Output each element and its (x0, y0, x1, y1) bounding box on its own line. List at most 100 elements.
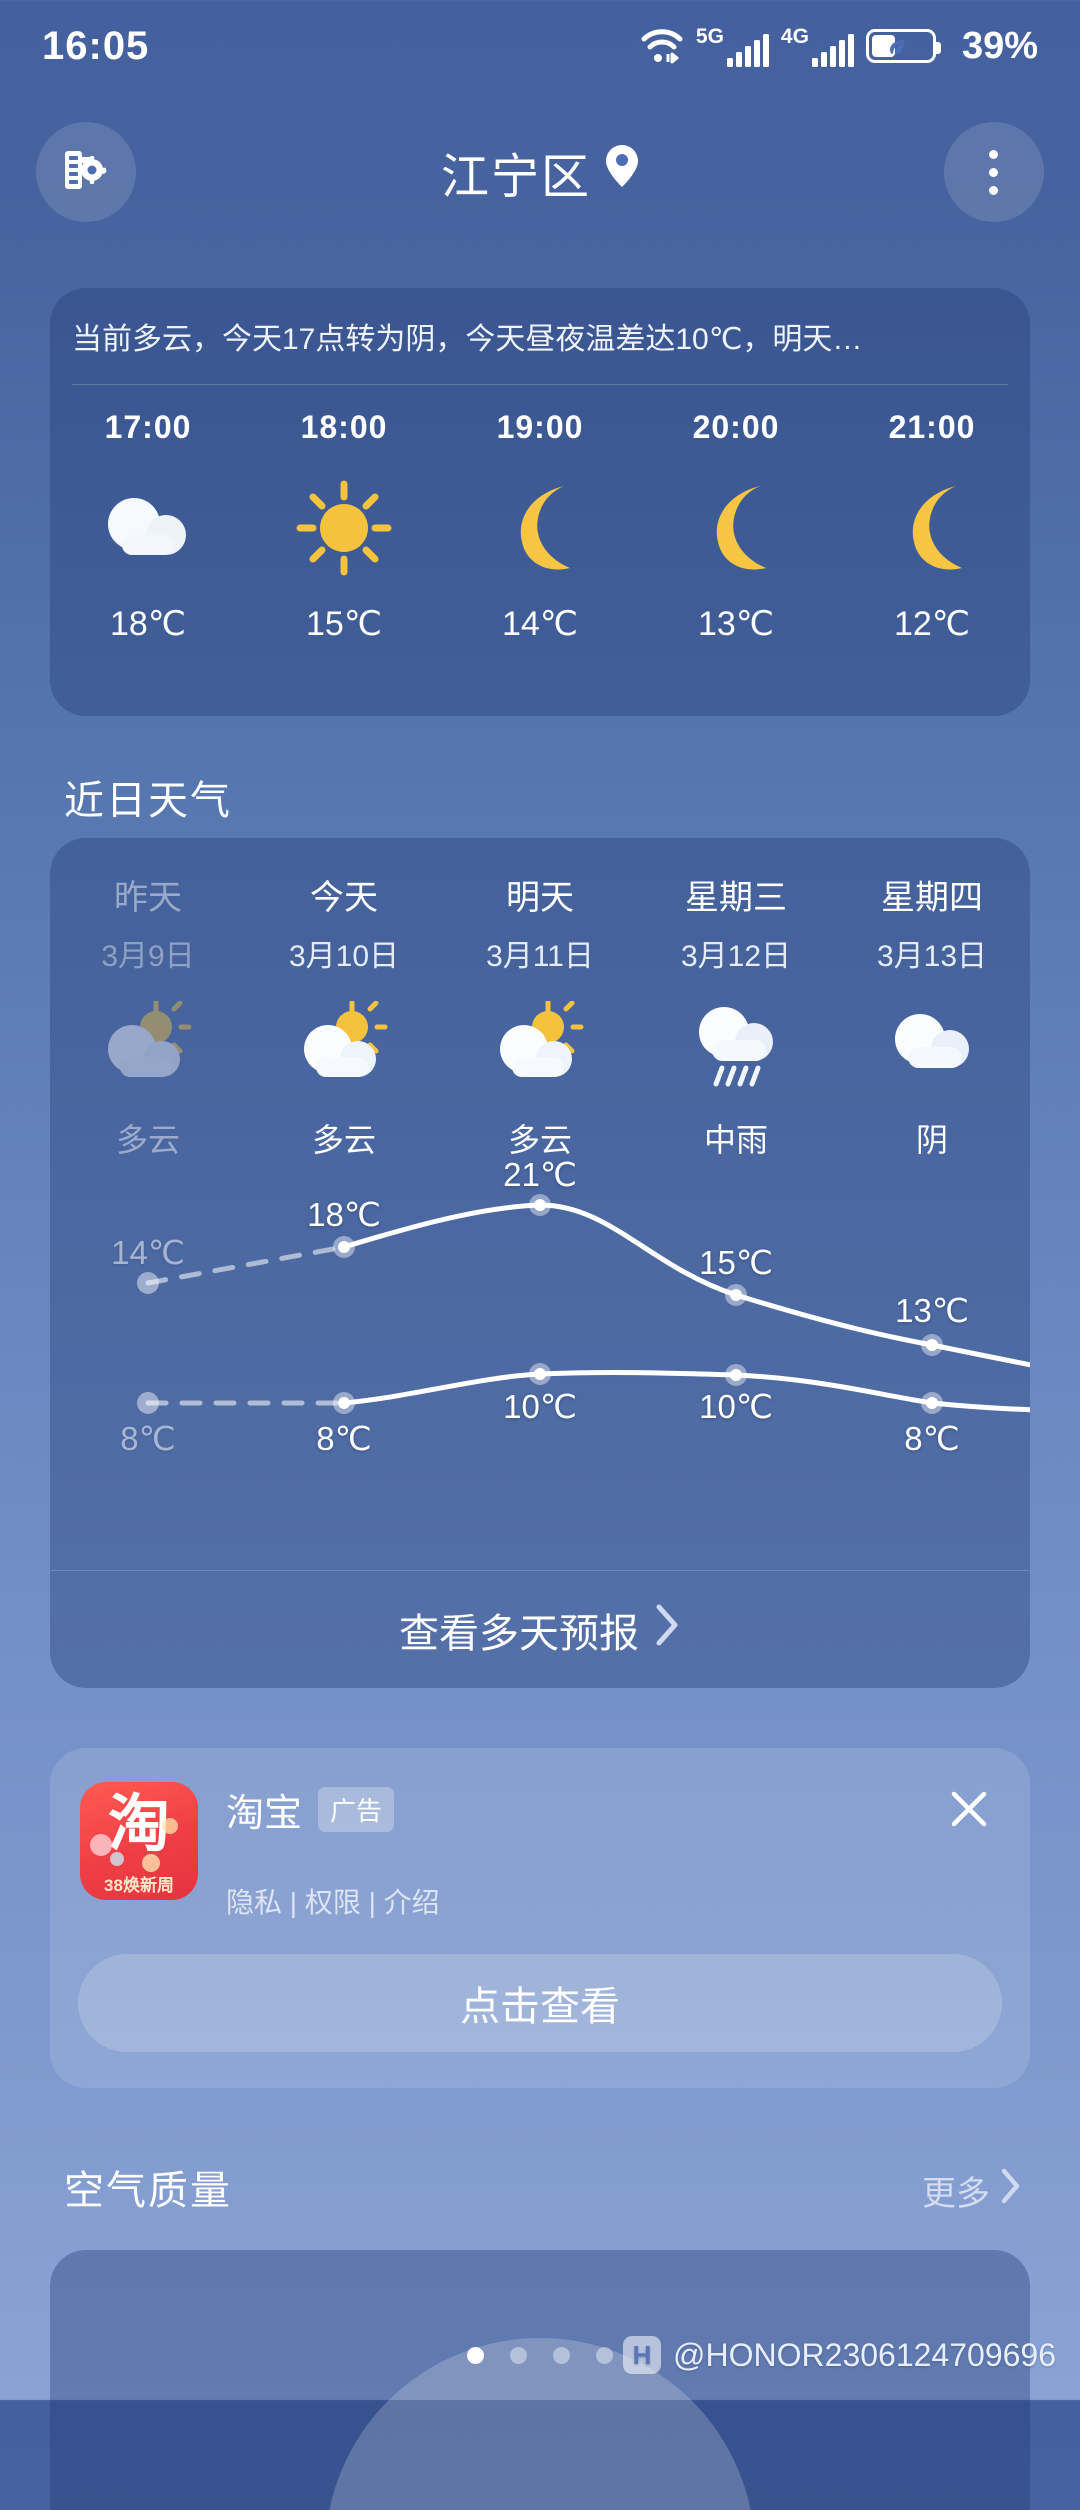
ad-info: 淘宝 广告 隐私 | 权限 | 介绍 (198, 1782, 938, 1921)
hourly-list: 17:00 18℃ 18:00 (50, 385, 1030, 644)
weather-summary-text[interactable]: 当前多云，今天17点转为阴，今天昼夜温差达10℃，明天… (72, 323, 863, 356)
hour-temp: 14℃ (501, 605, 578, 643)
sunny-icon (292, 468, 396, 588)
daily-item-wednesday[interactable]: 星期三 3月12日 中雨 (638, 870, 834, 1161)
hour-temp: 18℃ (109, 605, 186, 643)
status-icons: 5G 4G 39% (640, 25, 1038, 68)
chart-high-label: 15℃ (699, 1244, 773, 1281)
close-icon[interactable] (938, 1782, 1000, 1921)
hour-temp: 12℃ (893, 605, 970, 643)
watermark-text: @HONOR2306124709696 (673, 2336, 1056, 2373)
hourly-item[interactable]: 17:00 18℃ (50, 409, 246, 644)
city-manage-icon (59, 143, 113, 202)
chart-high-label: 14℃ (111, 1234, 185, 1271)
battery-saver-icon (865, 29, 941, 63)
day-name: 星期三 (685, 879, 787, 917)
day-name: 星期四 (881, 879, 983, 917)
air-quality-card[interactable] (50, 2250, 1030, 2510)
leaf-icon (889, 40, 904, 54)
recent-weather-title: 近日天气 (64, 779, 232, 823)
battery-percent: 39% (961, 24, 1038, 67)
cloudy-icon (96, 468, 200, 588)
ad-title-row: 淘宝 广告 (226, 1782, 938, 1837)
overflow-menu-button[interactable] (943, 122, 1044, 222)
moderate-rain-icon (686, 989, 786, 1099)
signal-bars-4g (811, 33, 854, 67)
day-name: 今天 (310, 879, 378, 917)
hourly-item[interactable]: 18:00 (246, 409, 442, 644)
daily-item-thursday[interactable]: 星期四 3月13日 阴 (834, 870, 1030, 1161)
hour-temp: 13℃ (697, 605, 774, 643)
ad-cta-button[interactable]: 点击查看 (78, 1954, 1002, 2052)
hourly-forecast-card[interactable]: 当前多云，今天17点转为阴，今天昼夜温差达10℃，明天… 17:00 18℃ 1… (50, 288, 1030, 716)
daily-forecast-card[interactable]: 昨天 3月9日 (50, 838, 1030, 1688)
day-date: 3月10日 (288, 940, 400, 973)
chart-high-label: 13℃ (895, 1292, 969, 1329)
air-quality-more-link[interactable]: 更多 (922, 2166, 1022, 2215)
chart-low-label: 8℃ (316, 1420, 372, 1457)
day-condition: 多云 (115, 1122, 180, 1158)
day-name: 明天 (506, 879, 574, 917)
page-indicator[interactable] (0, 2347, 1080, 2364)
clear-night-icon (890, 468, 974, 588)
honor-badge-icon: H (623, 2336, 662, 2374)
network-4g-indicator: 4G (781, 26, 854, 67)
day-date: 3月9日 (101, 940, 195, 973)
hour-time: 20:00 (692, 409, 780, 445)
ad-icon-glyph: 淘 (107, 1790, 170, 1859)
page-dot-3[interactable] (553, 2347, 570, 2364)
air-quality-title: 空气质量 (64, 2169, 232, 2213)
hourly-item[interactable]: 20:00 13℃ (638, 409, 834, 644)
page-dot-1[interactable] (467, 2347, 484, 2364)
partly-cloudy-icon (294, 989, 394, 1099)
wifi-icon (640, 28, 684, 64)
daily-item-today[interactable]: 今天 3月10日 (246, 870, 442, 1161)
chart-high-label: 18℃ (307, 1196, 381, 1233)
page-dot-4[interactable] (596, 2347, 613, 2364)
chart-low-label: 10℃ (503, 1388, 577, 1425)
location-pin-icon (605, 144, 639, 200)
day-condition: 多云 (311, 1122, 376, 1158)
day-date: 3月12日 (680, 940, 792, 973)
air-quality-more-label: 更多 (922, 2175, 990, 2213)
chevron-right-icon (655, 1603, 681, 1657)
chart-high-label: 21℃ (503, 1156, 577, 1193)
temperature-chart: 14℃ 18℃ 21℃ 15℃ 13℃ 8℃ 8℃ 10℃ 10℃ 8℃ (50, 1156, 1030, 1501)
day-condition: 多云 (507, 1122, 572, 1158)
day-condition: 中雨 (703, 1122, 768, 1158)
daily-item-yesterday[interactable]: 昨天 3月9日 (50, 870, 246, 1161)
temperature-chart-svg (137, 1194, 1030, 1414)
hour-time: 17:00 (104, 409, 192, 445)
net-4g-label: 4G (780, 24, 809, 48)
day-date: 3月11日 (486, 940, 594, 973)
ad-header: 淘 38焕新周 淘宝 广告 隐私 | 权限 | 介绍 (50, 1748, 1030, 1921)
overcast-icon (882, 989, 982, 1099)
chart-low-label: 10℃ (699, 1388, 773, 1425)
status-time: 16:05 (42, 23, 150, 68)
clear-night-icon (694, 468, 778, 588)
ad-icon-subtitle: 38焕新周 (104, 1876, 174, 1895)
taobao-app-icon: 淘 38焕新周 (80, 1782, 198, 1900)
hourly-item[interactable]: 21:00 12℃ (834, 409, 1030, 644)
more-vertical-icon (989, 149, 999, 195)
advertisement-card[interactable]: 淘 38焕新周 淘宝 广告 隐私 | 权限 | 介绍 点击查看 (50, 1748, 1030, 2088)
city-manage-button[interactable] (36, 122, 136, 222)
page-title[interactable]: 江宁区 (441, 137, 639, 207)
chart-low-label: 8℃ (120, 1420, 176, 1457)
hour-time: 18:00 (300, 409, 388, 445)
partly-cloudy-icon (98, 989, 198, 1099)
chevron-right-icon (1000, 2167, 1022, 2214)
view-multi-day-forecast-link[interactable]: 查看多天预报 (50, 1570, 1030, 1688)
clear-night-icon (498, 468, 582, 588)
net-5g-label: 5G (695, 24, 724, 48)
daily-list: 昨天 3月9日 (50, 838, 1030, 1161)
watermark: H @HONOR2306124709696 (623, 2336, 1056, 2374)
page-dot-2[interactable] (510, 2347, 527, 2364)
daily-item-tomorrow[interactable]: 明天 3月11日 (442, 870, 638, 1161)
ad-badge: 广告 (318, 1787, 395, 1832)
status-bar: 16:05 5G 4G (0, 0, 1080, 92)
ad-links[interactable]: 隐私 | 权限 | 介绍 (226, 1887, 440, 1918)
hourly-item[interactable]: 19:00 14℃ (442, 409, 638, 644)
divider (72, 384, 1008, 385)
